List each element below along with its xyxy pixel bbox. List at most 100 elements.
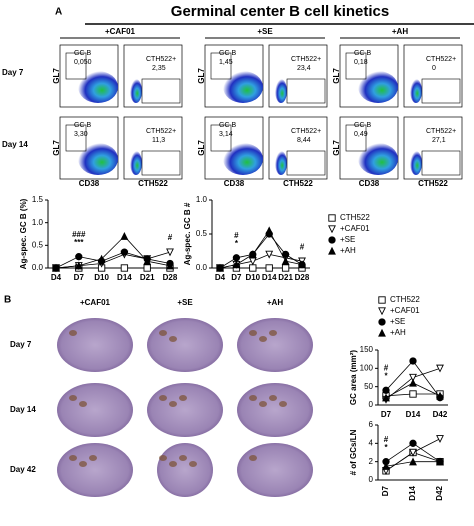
y-axis-label: Ag-spec. GC B # bbox=[183, 202, 192, 265]
legend-label: CTH522 bbox=[340, 213, 370, 222]
gc-gate bbox=[345, 52, 367, 80]
x-tick-label: D10 bbox=[94, 273, 109, 282]
point bbox=[52, 263, 60, 272]
ag-gate bbox=[141, 78, 181, 104]
gate-label: CTH522+ bbox=[291, 56, 321, 63]
point bbox=[409, 357, 417, 365]
y-axis-label: GC area (mm²) bbox=[349, 350, 358, 405]
gate-label: CTH522+ bbox=[426, 128, 456, 135]
point bbox=[409, 457, 417, 466]
cell-density bbox=[223, 143, 263, 175]
gate-value: 8,44 bbox=[297, 137, 311, 144]
germinal-center bbox=[169, 336, 177, 342]
y-tick-label: 6 bbox=[369, 420, 374, 429]
germinal-center bbox=[259, 336, 267, 342]
point bbox=[75, 253, 83, 261]
significance: # bbox=[384, 435, 389, 444]
column-header: +CAF01 bbox=[105, 27, 136, 36]
gate-label: CTH522+ bbox=[426, 56, 456, 63]
germinal-center bbox=[89, 455, 97, 461]
series-line bbox=[219, 229, 303, 269]
x-tick-label: D10 bbox=[245, 273, 260, 282]
axis-label: GL7 bbox=[197, 140, 206, 156]
point bbox=[382, 386, 390, 394]
y-tick-label: 1.5 bbox=[32, 195, 44, 204]
point bbox=[248, 250, 257, 259]
germinal-center bbox=[169, 401, 177, 407]
germinal-center bbox=[159, 330, 167, 336]
point bbox=[328, 246, 336, 255]
point bbox=[436, 391, 444, 400]
gc-gate bbox=[345, 124, 367, 152]
axis-label: GL7 bbox=[332, 140, 341, 156]
gate-label: CTH522+ bbox=[291, 128, 321, 135]
point bbox=[120, 248, 129, 256]
axis-label: CTH522 bbox=[418, 179, 448, 188]
point bbox=[436, 364, 444, 373]
legend-label: CTH522 bbox=[390, 295, 420, 304]
germinal-center bbox=[279, 401, 287, 407]
x-tick-label: D21 bbox=[278, 273, 293, 282]
gate-value: 23,4 bbox=[297, 65, 311, 72]
gate-label: GC B bbox=[354, 50, 371, 57]
point bbox=[378, 318, 386, 326]
point bbox=[120, 264, 129, 272]
point bbox=[216, 263, 224, 272]
gc-gate bbox=[65, 124, 87, 152]
ag-gate bbox=[141, 150, 181, 176]
y-axis-label: # of GCs/LN bbox=[349, 429, 358, 475]
axis-label: CD38 bbox=[359, 179, 380, 188]
column-header: +SE bbox=[257, 27, 273, 36]
gate-value: 27,1 bbox=[432, 137, 446, 144]
x-tick-label: D7 bbox=[231, 273, 242, 282]
point bbox=[409, 378, 417, 387]
gate-label: GC B bbox=[74, 122, 91, 129]
point bbox=[436, 435, 444, 443]
gc-gate bbox=[65, 52, 87, 80]
gate-value: 11,3 bbox=[152, 137, 165, 144]
column-header: +AH bbox=[392, 27, 408, 36]
cell-density bbox=[223, 71, 263, 103]
cell-density bbox=[358, 143, 398, 175]
ag-gate bbox=[286, 78, 326, 104]
ag-gate bbox=[421, 78, 461, 104]
series-line bbox=[219, 253, 303, 269]
figure-title: Germinal center B cell kinetics bbox=[171, 3, 389, 20]
significance: * bbox=[384, 371, 388, 380]
point bbox=[298, 260, 306, 269]
germinal-center bbox=[159, 395, 167, 401]
x-tick-label: D42 bbox=[435, 485, 444, 500]
gate-label: GC B bbox=[219, 122, 236, 129]
y-tick-label: 2 bbox=[369, 457, 374, 466]
x-tick-label: D21 bbox=[140, 273, 155, 282]
germinal-center bbox=[249, 395, 257, 401]
germinal-center bbox=[79, 401, 87, 407]
point bbox=[143, 256, 152, 265]
point bbox=[378, 296, 386, 304]
point bbox=[120, 232, 129, 240]
column-header: +CAF01 bbox=[80, 298, 111, 307]
x-tick-label: D28 bbox=[163, 273, 178, 282]
point bbox=[232, 254, 241, 262]
y-tick-label: 100 bbox=[360, 363, 374, 372]
legend-label: +SE bbox=[340, 235, 355, 244]
x-tick-label: D28 bbox=[295, 273, 310, 282]
ag-gate bbox=[421, 150, 461, 176]
cell-density bbox=[410, 151, 422, 175]
x-tick-label: D7 bbox=[74, 273, 85, 282]
point bbox=[166, 261, 174, 270]
point bbox=[143, 264, 151, 272]
germinal-center bbox=[249, 330, 257, 336]
point bbox=[281, 256, 290, 265]
germinal-center bbox=[179, 395, 187, 401]
panel-label: A bbox=[55, 7, 62, 18]
lymph-node-section bbox=[57, 383, 133, 437]
gc-gate bbox=[210, 124, 232, 152]
cell-density bbox=[410, 79, 422, 103]
point bbox=[409, 390, 417, 398]
y-tick-label: 1.0 bbox=[32, 218, 44, 227]
gc-gate bbox=[210, 52, 232, 80]
point bbox=[382, 462, 390, 470]
significance: ### bbox=[72, 230, 86, 239]
y-tick-label: 150 bbox=[360, 345, 374, 354]
